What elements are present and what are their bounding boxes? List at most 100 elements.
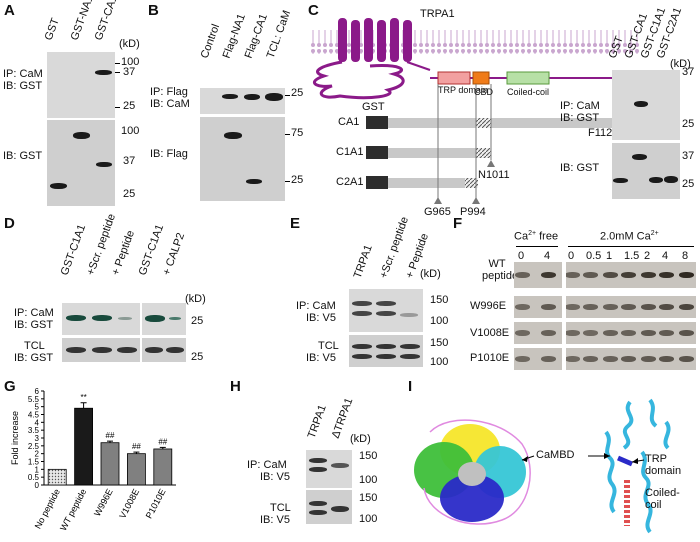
marker-label: 37 <box>123 66 136 78</box>
ca-band <box>641 272 656 278</box>
blot-band <box>222 94 238 99</box>
tcl-label: TCL <box>270 502 291 514</box>
ca-band <box>541 356 556 362</box>
ankyrin-repeats <box>312 60 405 100</box>
ca-band <box>659 272 674 278</box>
trp-helix <box>617 455 633 467</box>
panel-label-b: B <box>148 2 159 19</box>
ca-band <box>679 356 694 362</box>
blot-b-bottom <box>200 117 285 201</box>
ib-label: IB: GST <box>560 112 600 124</box>
blot-band <box>92 315 112 321</box>
bar <box>100 442 120 486</box>
y-tick-label: 3 <box>35 434 40 443</box>
ca-band <box>603 356 618 362</box>
ca-blot-free <box>514 296 562 318</box>
ca-band <box>621 330 636 336</box>
blot-h-bottom <box>306 490 352 524</box>
ca-band <box>621 272 636 278</box>
marker-label: 100 <box>430 315 449 327</box>
ca-band <box>566 272 580 278</box>
site-marker <box>472 197 480 204</box>
construct-label: C2A1 <box>336 176 364 188</box>
blot-h-top <box>306 450 352 488</box>
ib-label: IB: GST <box>14 352 54 364</box>
marker-label: 100 <box>359 513 378 525</box>
blot-d-bottom-right <box>142 338 186 362</box>
blot-c-bottom <box>612 143 680 199</box>
y-tick-label: 1.5 <box>28 458 40 467</box>
significance-mark: ** <box>80 393 86 402</box>
marker-label: 100 <box>121 56 140 68</box>
y-tick-label: 2 <box>35 450 40 459</box>
blot-band <box>352 354 372 359</box>
panel-label-h: H <box>230 378 241 395</box>
y-tick-label: 0.5 <box>28 473 40 482</box>
panel-label-i: I <box>408 378 413 395</box>
site-label: F1125 <box>588 127 619 139</box>
x-tick-label: No peptide <box>33 487 62 530</box>
marker-label: 25 <box>291 174 304 186</box>
y-tick-label: 4.5 <box>28 411 40 420</box>
ca1-bar <box>388 118 622 128</box>
marker-tick <box>285 181 290 182</box>
blot-d-top-right <box>142 303 186 335</box>
y-tick-label: 3.5 <box>28 426 40 435</box>
marker-tick <box>285 134 290 135</box>
ib-label: IB: V5 <box>260 471 290 483</box>
lane-label: + CALP2 <box>160 231 188 277</box>
marker-label: 75 <box>291 127 304 139</box>
construct-label: C1A1 <box>336 146 364 158</box>
lane-label: TRPA1 <box>351 243 375 280</box>
gst-c2a1 <box>366 176 388 189</box>
blot-band <box>145 347 163 353</box>
blot-band <box>376 311 396 316</box>
site-marker <box>487 160 495 167</box>
ca-band <box>583 304 598 310</box>
ca-band <box>515 356 530 362</box>
blot-band <box>246 179 262 184</box>
trpa1-topology-diagram <box>310 18 640 204</box>
ca-band <box>603 304 618 310</box>
ca-blot-free <box>514 322 562 344</box>
blot-b-top <box>200 88 285 114</box>
row-label: W996E <box>470 300 507 312</box>
y-axis-label: Fold increase <box>10 411 20 465</box>
marker-label: 150 <box>430 294 449 306</box>
ib-label: IB: GST <box>560 162 600 174</box>
ca-band <box>621 356 636 362</box>
blot-band <box>73 132 90 139</box>
blot-band <box>309 467 327 472</box>
ca-band <box>541 304 556 310</box>
y-tick-label: 1 <box>35 465 40 474</box>
marker-label: 150 <box>359 450 378 462</box>
marker-label: 100 <box>359 474 378 486</box>
blot-band <box>118 317 132 320</box>
ib-label: IB: GST <box>3 80 43 92</box>
ca-band <box>603 330 618 336</box>
concentration-label: 1 <box>606 250 613 262</box>
marker-label: 100 <box>121 125 140 137</box>
blot-band <box>400 344 420 349</box>
blot-band <box>309 501 327 506</box>
trp-domain-callout: TRP domain <box>645 453 682 477</box>
ip-label: IP: CaM <box>560 100 600 112</box>
blot-band <box>96 162 112 167</box>
tetramer-top-view <box>414 419 531 525</box>
ca-band <box>679 330 694 336</box>
blot-band <box>169 317 181 320</box>
tcl-label: TCL <box>24 340 45 352</box>
concentration-label: 2 <box>644 250 651 262</box>
ca-band <box>566 330 580 336</box>
concentration-label: 8 <box>682 250 689 262</box>
panel-label-a: A <box>4 2 15 19</box>
gst-c1a1 <box>366 146 388 159</box>
bar <box>74 407 93 486</box>
c1a1-bar <box>388 148 491 158</box>
x-tick-label: P1010E <box>144 487 168 520</box>
blot-band <box>309 510 327 515</box>
construct-label: CA1 <box>338 116 360 128</box>
blot-band <box>634 101 648 107</box>
panel-label-e: E <box>290 215 301 232</box>
ca-band <box>515 304 530 310</box>
